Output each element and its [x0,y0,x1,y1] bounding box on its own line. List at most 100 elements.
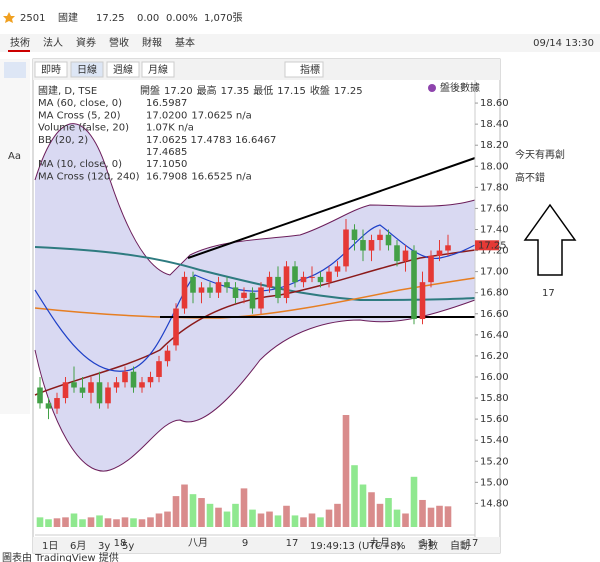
candle-body [147,376,154,383]
candle-body [224,282,230,288]
candle-body [360,240,366,251]
legend-value: 1.07K n/a [146,123,194,134]
bottom-bar [33,537,500,553]
candle-body [215,282,222,293]
candle-body [45,403,52,409]
price-tick-label: 18.60 [480,98,509,109]
volume-bar [419,499,426,527]
toolbar-label[interactable]: 即時 [41,64,61,76]
candle-body [198,287,205,293]
price-tick-label: 17.60 [480,203,509,214]
bottom-bar-item[interactable]: 5y [122,541,134,552]
legend-label: Volume (false, 20) [38,123,129,134]
candle-body [436,250,443,256]
datetime: 09/14 13:30 [533,38,594,49]
legend-value: 開盤 [140,84,160,97]
toolbar-label[interactable]: 日線 [77,63,97,76]
toolbar-button[interactable] [34,61,68,78]
after-hours-dot[interactable] [428,84,436,92]
toolbar-label[interactable]: 週線 [113,63,133,76]
candle-body [62,382,69,399]
volume-bar [376,503,384,527]
volume-bar [291,515,299,527]
price-tick-label: 15.00 [480,477,509,488]
time-label: 9 [242,538,248,549]
tab[interactable]: 財報 [142,36,162,49]
bottom-bar-item[interactable]: 1日 [42,541,58,552]
candle-body [88,382,94,393]
volume-bar [308,513,316,527]
volume-bar [223,511,231,527]
legend-value: 17.25 [334,86,363,97]
text-tool[interactable]: Aa [8,151,21,162]
cursor-tool[interactable] [4,62,26,78]
tab[interactable]: 技術 [10,36,30,49]
bottom-bar-item[interactable]: 自動 [450,539,470,552]
price-tick-label: 15.80 [480,393,509,404]
candle-body [190,276,196,293]
toolbar-label[interactable]: 月線 [148,63,168,76]
legend-value: 收盤 [310,84,330,97]
volume-bar [181,484,188,527]
volume-bar [121,517,129,527]
bottom-bar-item[interactable]: 對數 [418,539,438,552]
footer: 圖表由 TradingView 提供 [2,551,119,562]
price-tick-label: 16.00 [480,372,509,383]
volume-bar [215,507,222,527]
bottom-bar-item[interactable]: 3y [98,541,110,552]
volume-bar [53,518,61,527]
price-tick-label: 18.00 [480,161,509,172]
candle-body [37,387,43,404]
candle-body [241,292,247,298]
volume-bar [104,518,112,527]
volume-bar [164,511,171,527]
volume-bar [283,505,290,527]
legend-label: 國建, D, TSE [38,84,97,97]
trend-line [187,157,476,259]
up-arrow [523,203,577,276]
tab[interactable]: 資券 [76,36,96,49]
tab-bar [0,34,600,52]
candle-body [258,287,264,309]
bottom-bar-item[interactable]: 6月 [70,540,86,552]
toolbar-button[interactable] [106,61,140,78]
volume-bar [266,511,273,527]
tab[interactable]: 法人 [43,36,63,49]
bottom-bar-item[interactable]: % [396,541,406,552]
time-label: 17 [466,538,479,549]
candle-body [130,371,137,388]
tab[interactable]: 基本 [175,36,195,49]
toolbar-button[interactable] [70,61,104,78]
candle-body [113,382,120,388]
volume-bar [325,509,333,527]
annotation-text: 高不錯 [515,171,545,184]
volume-bar [189,494,197,527]
candle-body [207,287,213,293]
after-hours-button[interactable]: 盤後數據 [440,81,480,94]
bb-lower [34,299,476,472]
candle-body [368,240,375,251]
price-tick-label: 15.60 [480,414,509,425]
price-tick-label: 17.00 [480,267,509,278]
star-icon[interactable] [3,12,15,23]
volume-bar [410,476,418,527]
volume-bar [87,517,95,527]
stock-name: 國建 [58,11,78,24]
volume-bar [45,519,52,527]
last-price-tag [475,240,499,251]
stock-code: 2501 [20,13,45,24]
toolbar-label[interactable]: 指標 [300,63,320,76]
volume-bar [359,484,367,527]
candle-body [411,250,417,320]
legend-value: 最低 [253,84,273,97]
volume-bar [368,492,375,527]
volume-bar [300,517,307,527]
toolbar-button[interactable] [284,61,324,78]
legend-label: MA (60, close, 0) [38,98,122,109]
toolbar-button[interactable] [141,61,175,78]
tab[interactable]: 營收 [109,36,129,49]
candle-body [181,276,188,309]
volume-bar [79,519,86,527]
change: 0.00 [137,13,159,24]
volume-bar [436,505,443,527]
